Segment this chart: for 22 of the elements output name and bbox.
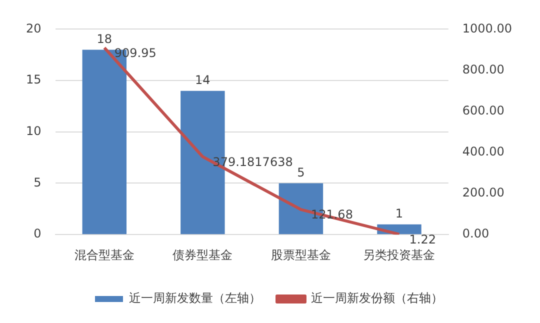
- y-tick-label: 15: [26, 72, 42, 87]
- y2-tick-label: 1000.00: [462, 21, 512, 36]
- legend-label: 近一周新发份额（右轴）: [311, 291, 443, 306]
- legend-label: 近一周新发数量（左轴）: [129, 291, 261, 306]
- x-tick-label: 混合型基金: [74, 248, 134, 262]
- y-tick-label: 5: [34, 175, 42, 190]
- y2-tick-label: 600.00: [462, 103, 504, 118]
- data-label: 1.22: [409, 232, 436, 246]
- data-label: 1: [395, 206, 404, 220]
- y-tick-label: 20: [26, 21, 42, 36]
- data-label: 14: [195, 72, 210, 87]
- y-tick-label: 10: [26, 124, 42, 138]
- x-tick-label: 债券型基金: [172, 248, 233, 262]
- x-tick-label: 股票型基金: [270, 248, 331, 262]
- y2-tick-label: 0.00: [462, 226, 490, 241]
- x-tick-label: 另类投资基金: [363, 248, 436, 262]
- y2-tick-label: 800.00: [462, 62, 504, 76]
- y2-tick-label: 400.00: [462, 144, 504, 159]
- y-tick-label: 0: [34, 226, 42, 241]
- data-label: 5: [297, 165, 305, 180]
- data-label: 18: [96, 32, 112, 46]
- y2-tick-label: 200.00: [462, 186, 504, 200]
